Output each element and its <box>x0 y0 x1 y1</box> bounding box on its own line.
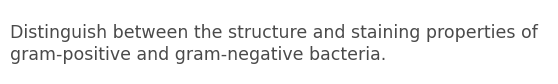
Text: Distinguish between the structure and staining properties of
gram-positive and g: Distinguish between the structure and st… <box>10 24 538 64</box>
